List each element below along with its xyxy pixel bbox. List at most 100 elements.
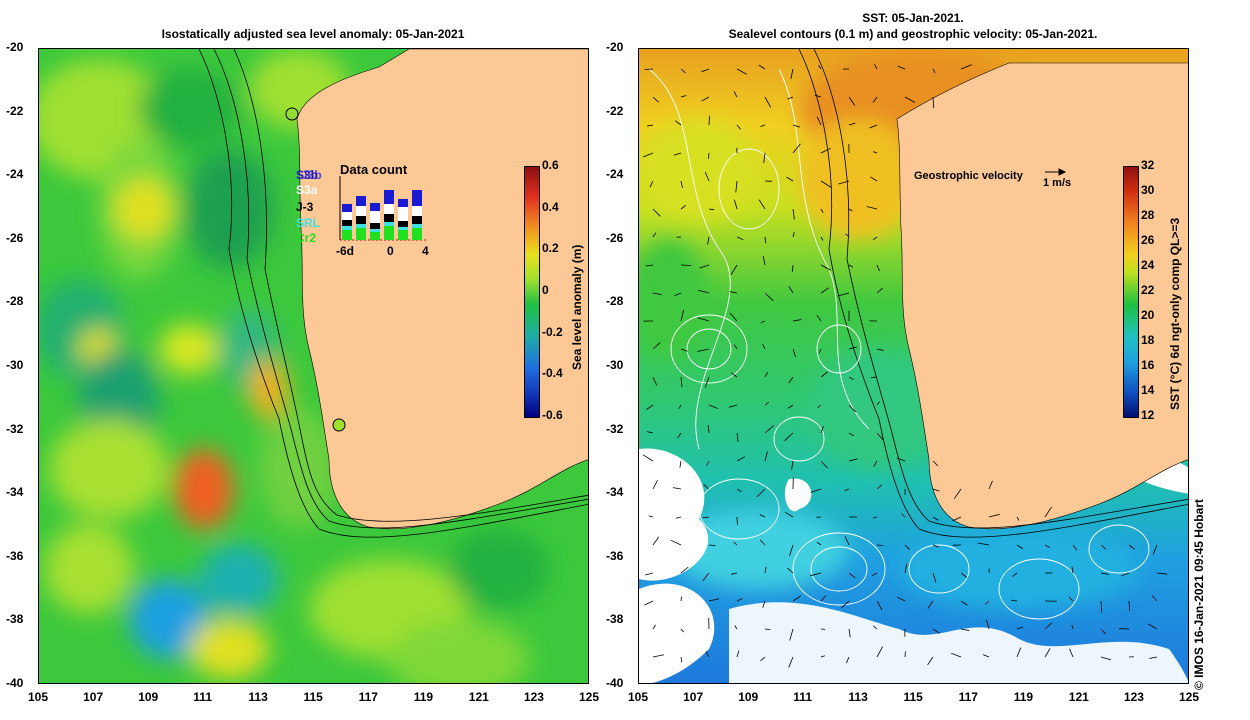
velocity-scale-arrow (1045, 168, 1067, 176)
latitude-tick-label: -26 (6, 230, 24, 245)
velocity-arrow (707, 425, 710, 434)
velocity-arrow (986, 619, 990, 630)
velocity-arrow (652, 342, 661, 350)
data-count-bar-segment (342, 230, 352, 240)
velocity-arrow (848, 572, 856, 579)
velocity-arrow (932, 460, 939, 467)
velocity-arrow (932, 488, 940, 492)
velocity-arrow (904, 563, 908, 574)
latitude-tick-label: -20 (6, 40, 24, 54)
right-map-panel (638, 48, 1189, 684)
data-count-bar-segment (370, 211, 380, 223)
velocity-arrow (952, 516, 962, 522)
velocity-arrow (848, 208, 853, 212)
velocity-arrow (1016, 626, 1024, 630)
velocity-arrow (760, 124, 766, 127)
velocity-arrow (680, 95, 687, 98)
velocity-arrow (680, 309, 685, 322)
left-map-panel (38, 48, 589, 684)
velocity-arrow (872, 625, 878, 630)
velocity-arrow (1147, 623, 1158, 630)
velocity-arrow (729, 291, 738, 294)
velocity-arrow (699, 264, 710, 269)
velocity-arrow (1044, 622, 1053, 630)
velocity-arrow (1100, 656, 1112, 661)
velocity-arrow (756, 488, 766, 498)
velocity-arrow (876, 484, 883, 490)
velocity-arrow (642, 454, 654, 462)
velocity-arrow (792, 231, 795, 238)
velocity-arrow (762, 344, 766, 350)
longitude-tick-label: 125 (579, 690, 600, 704)
right-colorbar (1123, 166, 1139, 418)
velocity-arrow (870, 176, 878, 182)
velocity-arrow (642, 152, 654, 158)
right-map-title-line2: Sealevel contours (0.1 m) and geostrophi… (728, 27, 1098, 41)
data-count-bar-segment (412, 190, 422, 206)
velocity-arrow (816, 541, 822, 546)
colorbar-tick-label: 22 (1141, 283, 1155, 297)
velocity-arrow (736, 236, 744, 241)
velocity-arrow (763, 152, 766, 164)
velocity-arrow (764, 566, 767, 574)
velocity-arrow (848, 376, 854, 381)
velocity-arrow (787, 404, 794, 409)
geostrophic-velocity-arrows (642, 64, 1168, 668)
velocity-arrow (953, 488, 962, 499)
velocity-arrow (874, 64, 878, 70)
right-map-title-line1: SST: 05-Jan-2021. (862, 11, 964, 25)
velocity-arrow (674, 292, 682, 296)
data-count-bar-segment (384, 190, 394, 204)
data-count-bar-segment (370, 203, 380, 211)
velocity-arrow (848, 458, 858, 462)
velocity-arrow (848, 264, 854, 268)
velocity-arrow (760, 656, 766, 662)
imos-credit: © IMOS 16-Jan-2021 09:45 Hobart (1192, 499, 1206, 690)
velocity-arrow (904, 544, 911, 550)
velocity-arrow (792, 595, 802, 602)
colorbar-tick-label: 24 (1141, 258, 1155, 272)
velocity-arrow (789, 544, 794, 557)
latitude-tick-label: -34 (6, 485, 24, 500)
longitude-tick-label: 111 (793, 690, 812, 704)
data-count-bar-segment (370, 232, 380, 240)
velocity-arrow (810, 572, 822, 577)
velocity-arrow (670, 539, 682, 546)
velocity-arrow (680, 348, 688, 352)
velocity-arrow (837, 292, 850, 297)
latitude-tick-label: -22 (606, 103, 624, 118)
velocity-arrow (820, 264, 831, 271)
velocity-arrow (791, 264, 794, 272)
velocity-arrow (932, 544, 939, 548)
sst-map (639, 49, 1188, 683)
velocity-arrow (704, 171, 710, 182)
velocity-arrow (736, 598, 743, 602)
velocity-arrow (647, 124, 654, 127)
longitude-tick-label: 105 (28, 690, 49, 704)
velocity-arrow (960, 572, 968, 578)
velocity-arrow (820, 595, 827, 602)
latitude-tick-label: -40 (6, 676, 24, 690)
velocity-arrow (872, 96, 878, 103)
velocity-arrow (866, 206, 878, 210)
velocity-arrow (820, 425, 824, 434)
velocity-arrow (820, 208, 824, 213)
velocity-arrow (820, 236, 824, 241)
anomaly-blobs (39, 49, 549, 683)
velocity-arrow (876, 264, 880, 272)
data-count-title: Data count (340, 162, 408, 177)
velocity-arrow (784, 432, 794, 442)
data-count-axis-end: 4 (422, 244, 429, 258)
velocity-arrow (897, 65, 906, 70)
velocity-arrow (820, 287, 830, 294)
velocity-arrow (820, 180, 832, 188)
velocity-arrow (708, 404, 719, 410)
colorbar-tick-label: 20 (1141, 308, 1155, 322)
velocity-arrow (1069, 648, 1074, 658)
velocity-arrow (648, 515, 654, 518)
land-mass (896, 62, 1188, 530)
velocity-arrow (1044, 544, 1050, 548)
velocity-arrow (814, 94, 822, 98)
velocity-arrow (876, 401, 880, 406)
velocity-arrow (896, 596, 906, 602)
